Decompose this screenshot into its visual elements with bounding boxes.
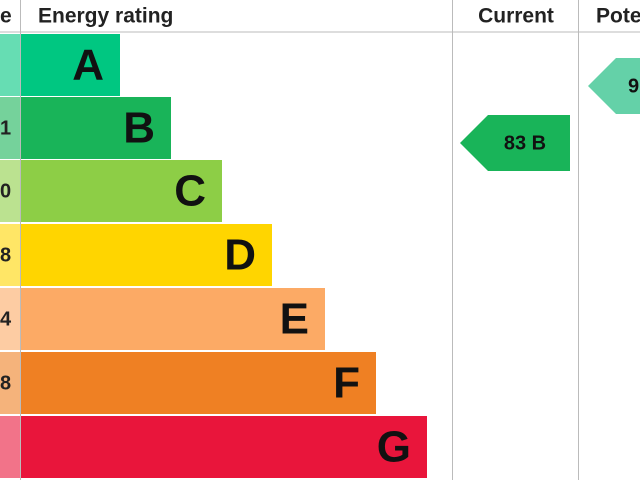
band-letter: E — [280, 295, 309, 344]
score-label: 8 — [0, 372, 11, 394]
score-cell — [0, 416, 20, 478]
current-arrow — [460, 115, 570, 171]
band-letter: A — [72, 41, 104, 90]
rating-band — [21, 352, 376, 414]
score-label: 1 — [0, 117, 11, 139]
band-letter: G — [377, 423, 411, 472]
rating-band — [21, 224, 272, 286]
rating-band — [21, 416, 427, 478]
potential-arrow — [588, 58, 640, 114]
score-label: 0 — [0, 180, 11, 202]
current-label: 83 B — [504, 132, 546, 154]
rating-band — [21, 288, 325, 350]
band-letter: D — [224, 231, 256, 280]
potential-header: Pote — [596, 5, 640, 28]
band-letter: F — [333, 359, 360, 408]
score-cell — [0, 97, 20, 159]
band-letter: B — [123, 104, 155, 153]
score-header: e — [0, 5, 12, 28]
current-header: Current — [478, 5, 554, 28]
rating-band — [21, 160, 222, 222]
score-label: 4 — [0, 308, 12, 330]
score-cell — [0, 34, 20, 96]
score-cell — [0, 224, 20, 286]
rating-header: Energy rating — [38, 5, 173, 28]
score-cell — [0, 352, 20, 414]
score-cell — [0, 288, 20, 350]
band-letter: C — [174, 167, 206, 216]
potential-label: 9 — [628, 75, 639, 97]
rating-band — [21, 97, 171, 159]
score-label: 8 — [0, 244, 11, 266]
score-cell — [0, 160, 20, 222]
rating-band — [21, 34, 120, 96]
